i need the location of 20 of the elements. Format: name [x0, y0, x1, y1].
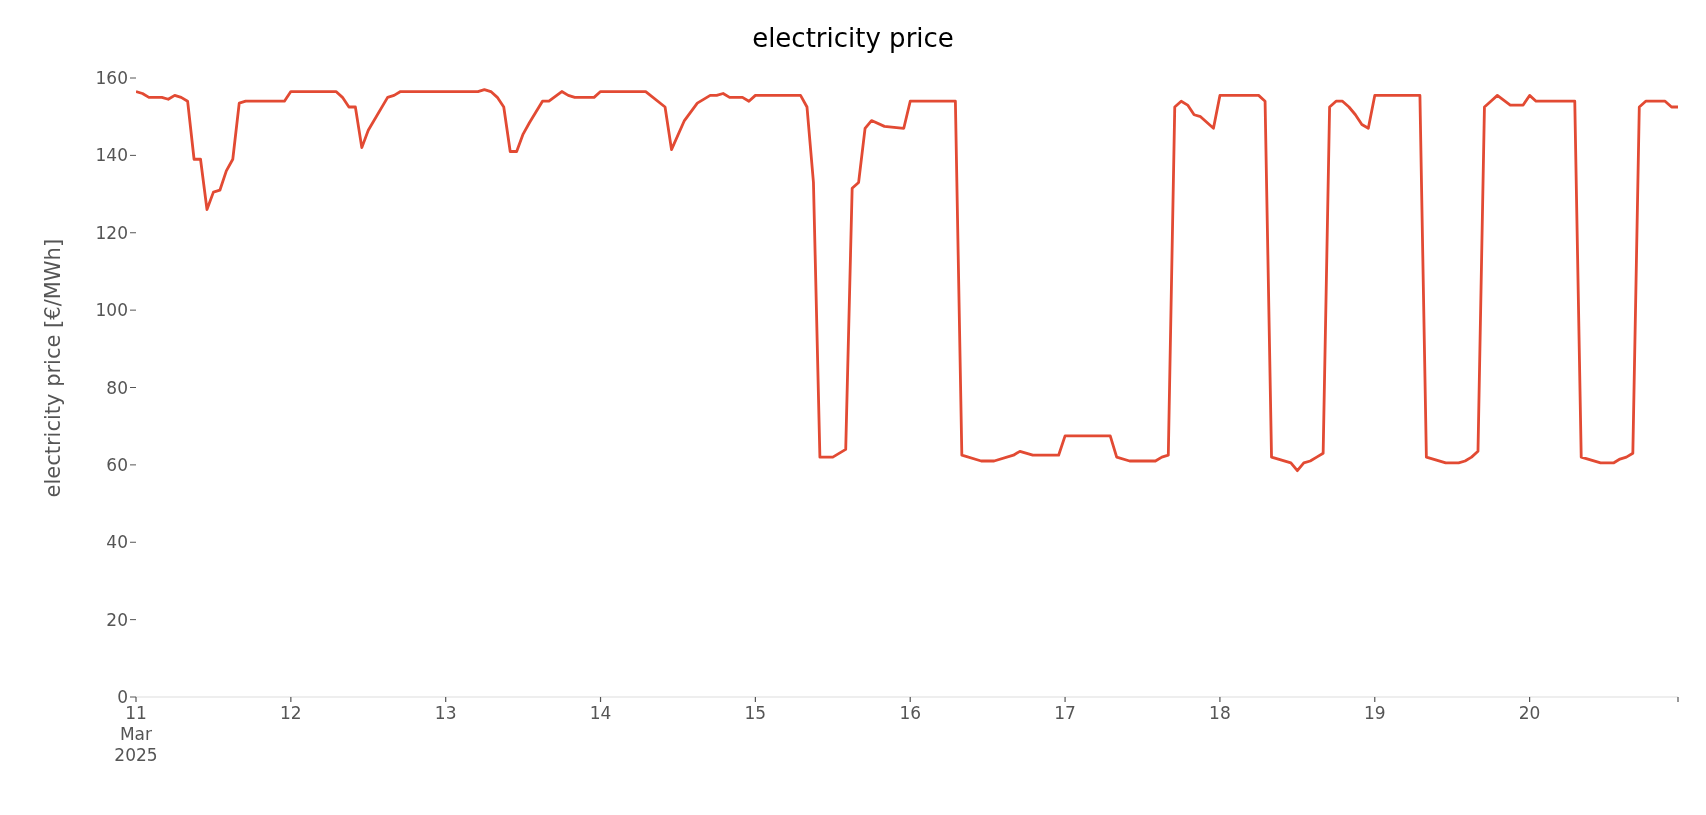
y-tick-label: 40 — [106, 532, 128, 553]
y-tick-label: 100 — [95, 300, 128, 321]
y-tick-label: 160 — [95, 68, 128, 89]
chart-title: electricity price — [751, 22, 955, 55]
x-tick-label: 18 — [1209, 703, 1231, 723]
x-tick-label: 16 — [899, 703, 922, 723]
x-tick-label: 19 — [1363, 703, 1386, 723]
y-tick-label: 120 — [95, 222, 128, 243]
y-axis-title: electricity price [€/MWh] — [41, 238, 66, 498]
y-tick-label: 60 — [106, 454, 128, 475]
x-tick-label: 14 — [589, 703, 612, 723]
line-series — [136, 88, 1678, 473]
x-tick-label: 15 — [744, 703, 767, 723]
y-tick-label: 80 — [106, 377, 128, 398]
x-tick-label: 17 — [1054, 703, 1076, 723]
x-tick-label: 20 — [1518, 703, 1541, 723]
y-tick-label: 140 — [95, 145, 128, 166]
y-tick-label: 20 — [106, 609, 128, 630]
x-tick-label: 12 — [280, 703, 302, 723]
x-tick-label: 13 — [434, 703, 457, 723]
